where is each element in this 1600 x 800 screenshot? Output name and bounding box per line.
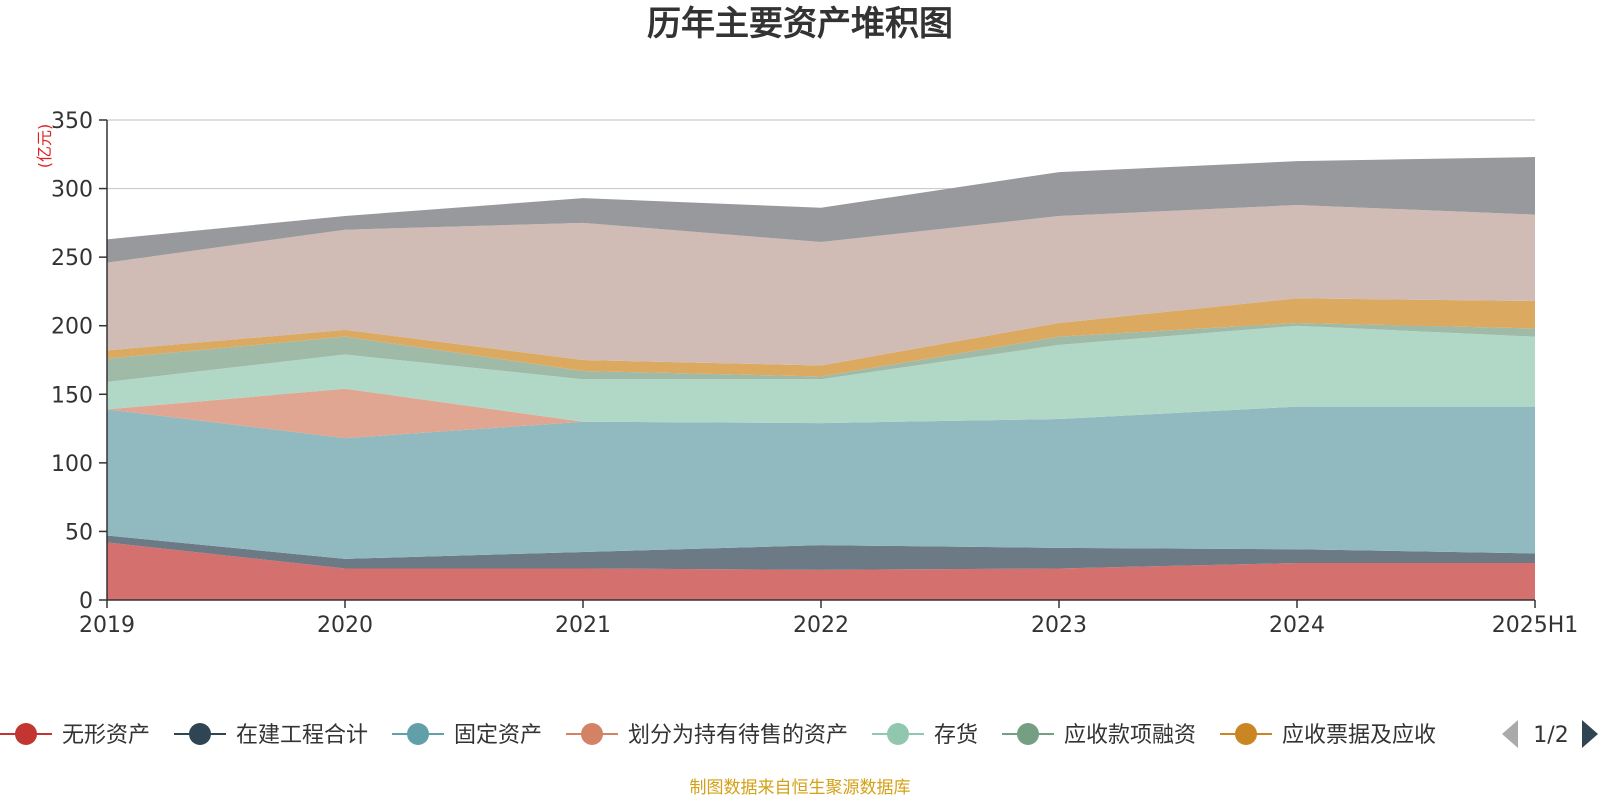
y-axis-unit-label: (亿元) xyxy=(35,124,54,169)
legend-page-indicator: 1/2 xyxy=(1533,723,1568,748)
legend-label: 应收票据及应收 xyxy=(1282,723,1436,748)
y-tick-label: 150 xyxy=(51,383,93,408)
y-tick-label: 350 xyxy=(51,109,93,134)
x-tick-label: 2025H1 xyxy=(1492,613,1579,638)
x-tick-label: 2024 xyxy=(1269,613,1325,638)
area-series-8[interactable] xyxy=(107,205,1535,366)
legend-item[interactable]: 存货 xyxy=(872,723,978,748)
legend-marker xyxy=(1235,723,1257,745)
y-tick-label: 0 xyxy=(79,589,93,614)
legend-label: 固定资产 xyxy=(454,723,542,748)
legend: 无形资产 在建工程合计 固定资产 划分为持有待售的资产 存货 应收款项融资 应收票据及应收 1… xyxy=(0,720,1598,748)
legend-pager: 1/2 xyxy=(1502,720,1598,748)
legend-label: 存货 xyxy=(934,723,978,748)
legend-item[interactable]: 应收款项融资 xyxy=(1002,723,1196,748)
source-note: 制图数据来自恒生聚源数据库 xyxy=(689,778,911,798)
area-series-9[interactable] xyxy=(107,157,1535,263)
y-tick-label: 250 xyxy=(51,246,93,271)
stacked-areas xyxy=(107,157,1535,600)
legend-marker xyxy=(15,723,37,745)
next-page-arrow-icon[interactable] xyxy=(1582,720,1598,748)
y-tick-label: 300 xyxy=(51,178,93,203)
area-series-2[interactable] xyxy=(107,535,1535,570)
y-tick-label: 100 xyxy=(51,452,93,477)
legend-marker xyxy=(887,723,909,745)
legend-label: 在建工程合计 xyxy=(236,723,368,748)
legend-item[interactable]: 无形资产 xyxy=(0,723,150,748)
legend-item[interactable]: 应收票据及应收 xyxy=(1220,723,1436,748)
legend-marker xyxy=(189,723,211,745)
legend-marker xyxy=(407,723,429,745)
area-series-7[interactable] xyxy=(107,298,1535,377)
area-series-5[interactable] xyxy=(107,325,1535,424)
legend-item[interactable]: 固定资产 xyxy=(392,723,542,748)
area-series-4[interactable] xyxy=(107,388,1535,439)
y-tick-label: 50 xyxy=(65,520,93,545)
area-series-6[interactable] xyxy=(107,322,1535,382)
y-tick-label: 200 xyxy=(51,315,93,340)
axes: 0 50 100 150 200 250 300 350 2019 2020 2021 2022 202… xyxy=(35,109,1578,638)
x-tick-label: 2020 xyxy=(317,613,373,638)
x-tick-label: 2023 xyxy=(1031,613,1087,638)
legend-label: 无形资产 xyxy=(62,723,150,748)
legend-label: 划分为持有待售的资产 xyxy=(628,723,848,748)
x-tick-label: 2022 xyxy=(793,613,849,638)
x-tick-label: 2019 xyxy=(79,613,135,638)
legend-marker xyxy=(581,723,603,745)
prev-page-arrow-icon[interactable] xyxy=(1502,720,1518,748)
legend-item[interactable]: 划分为持有待售的资产 xyxy=(566,723,848,748)
x-tick-label: 2021 xyxy=(555,613,611,638)
chart-title: 历年主要资产堆积图 xyxy=(647,4,953,44)
area-series-3[interactable] xyxy=(107,406,1535,559)
area-series-1[interactable] xyxy=(107,542,1535,600)
legend-marker xyxy=(1017,723,1039,745)
legend-item[interactable]: 在建工程合计 xyxy=(174,723,368,748)
legend-label: 应收款项融资 xyxy=(1064,723,1196,748)
